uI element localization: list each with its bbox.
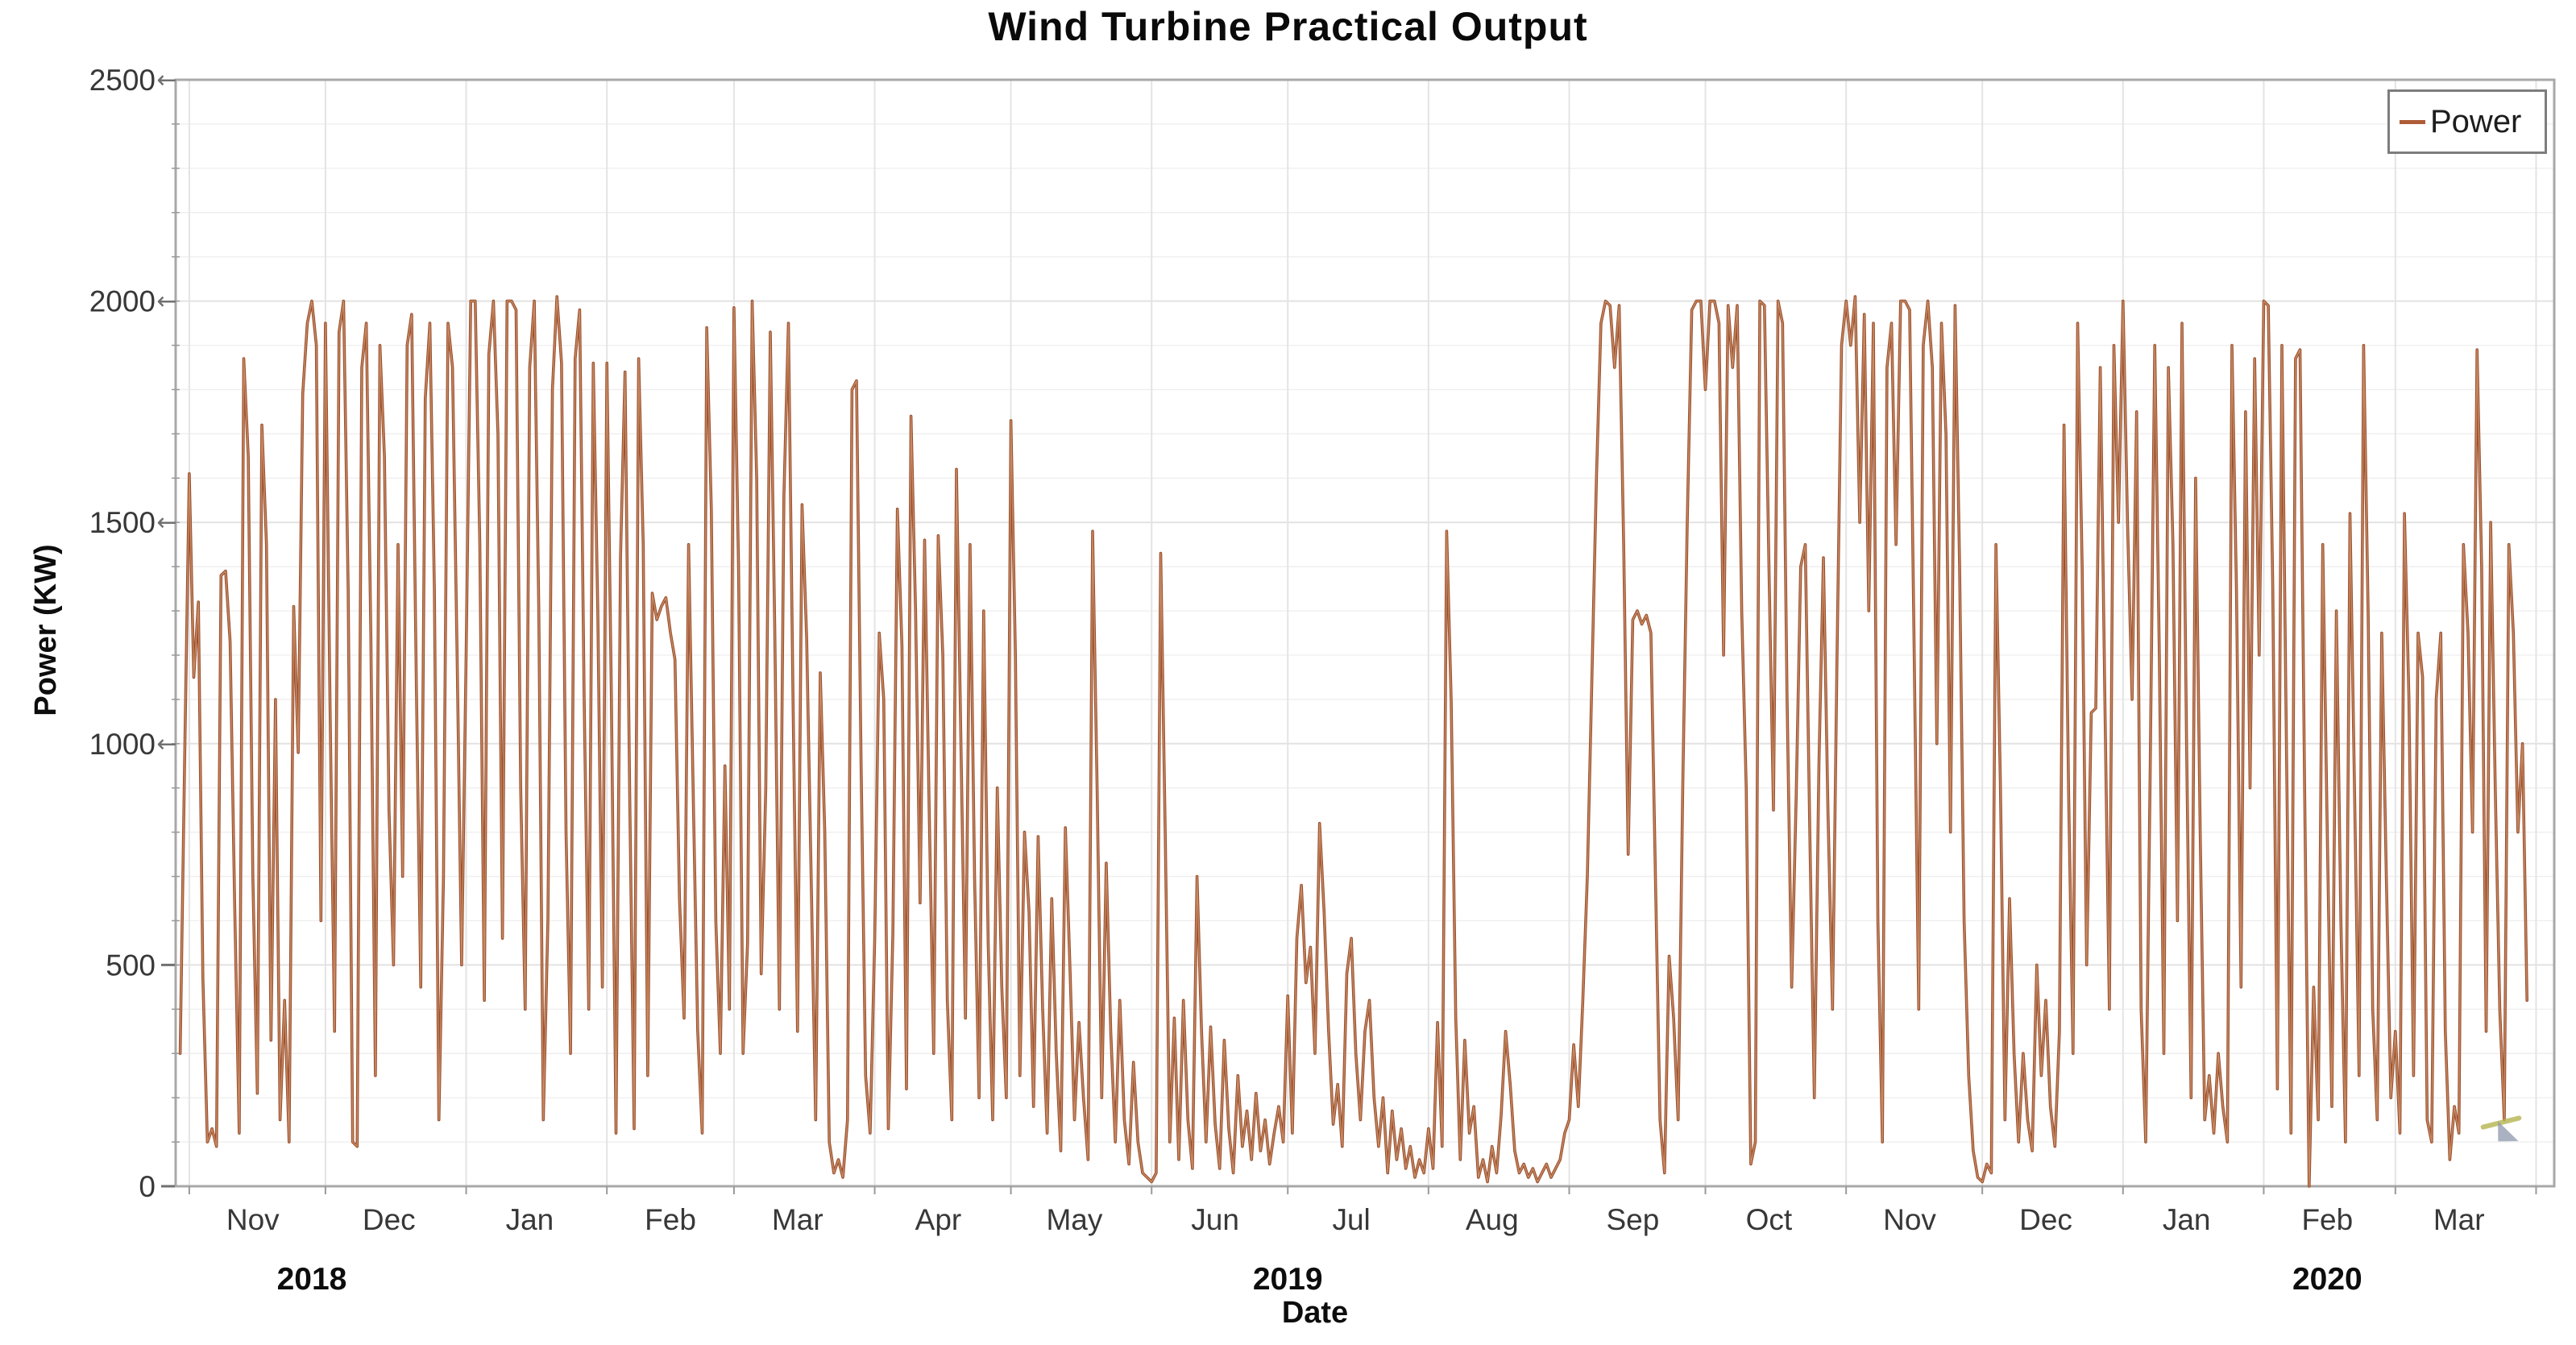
month-tick-label: Sep: [1606, 1203, 1659, 1236]
month-tick-label: Aug: [1466, 1203, 1519, 1236]
y-tick-label: 1500: [89, 506, 156, 539]
y-tick-arrow: ←: [156, 66, 176, 94]
month-tick-label: Jul: [1332, 1203, 1370, 1236]
month-tick-label: Jun: [1191, 1203, 1239, 1236]
y-tick-label: 2000: [89, 285, 156, 318]
y-tick-label: 0: [139, 1170, 156, 1203]
y-tick-arrow: ←: [156, 730, 176, 758]
month-tick-label: Feb: [2301, 1203, 2353, 1236]
x-axis-title: Date: [1281, 1296, 1349, 1330]
power-series-line-highlight: [179, 296, 2528, 1187]
month-tick-label: Dec: [363, 1203, 416, 1236]
month-tick-label: Dec: [2019, 1203, 2072, 1236]
power-line-swatch: [2400, 119, 2425, 124]
plot-frame: [174, 78, 2556, 1188]
month-tick-label: Feb: [645, 1203, 696, 1236]
y-tick-arrow: ←: [156, 288, 176, 316]
y-tick-label: 500: [106, 949, 156, 982]
month-tick-label: Oct: [1746, 1203, 1793, 1236]
month-tick-label: Nov: [226, 1203, 280, 1236]
month-tick-label: Mar: [772, 1203, 823, 1236]
month-tick-label: Nov: [1883, 1203, 1936, 1236]
year-label: 2018: [277, 1262, 347, 1297]
month-tick-label: Apr: [915, 1203, 962, 1236]
y-axis-title: Power (KW): [29, 544, 63, 716]
month-tick-label: Mar: [2433, 1203, 2485, 1236]
page-title: Wind Turbine Practical Output: [988, 4, 1588, 49]
month-tick-label: Jan: [506, 1203, 554, 1236]
year-label: 2020: [2292, 1262, 2362, 1297]
y-tick-label: 1000: [89, 728, 156, 761]
year-label: 2019: [1253, 1262, 1323, 1297]
legend-label: Power: [2430, 103, 2522, 139]
y-tick-label: 2500: [89, 64, 156, 97]
y-tick-arrow: ←: [156, 509, 176, 537]
legend-box: Power: [2387, 89, 2547, 154]
month-tick-label: May: [1046, 1203, 1102, 1236]
month-tick-label: Jan: [2163, 1203, 2211, 1236]
